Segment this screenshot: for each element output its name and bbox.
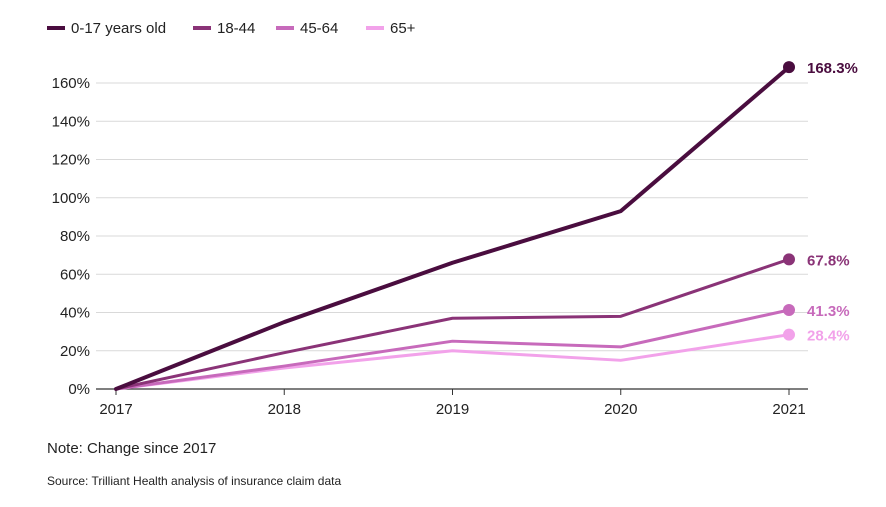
series-end-label: 168.3% — [807, 60, 858, 77]
series-end-point — [783, 253, 795, 266]
legend-entry: 65+ — [390, 20, 416, 37]
series-end-point — [783, 61, 795, 74]
series-end-label: 28.4% — [807, 328, 850, 345]
series-end-label: 41.3% — [807, 303, 850, 320]
series-line — [114, 65, 791, 391]
y-tick-label: 100% — [52, 190, 90, 207]
x-axis-ticks: 2017 2018 2019 2020 2021 — [99, 389, 806, 418]
y-tick-label: 20% — [60, 343, 90, 360]
y-tick-label: 120% — [52, 152, 90, 169]
y-tick-label: 140% — [52, 113, 90, 130]
chart-source: Source: Trilliant Health analysis of ins… — [47, 474, 342, 488]
legend-entry: 0-17 years old — [71, 20, 166, 37]
legend-entry: 45-64 — [300, 20, 338, 37]
y-tick-label: 80% — [60, 228, 90, 245]
x-tick-label: 2021 — [772, 401, 805, 418]
series-end-label: 67.8% — [807, 252, 850, 269]
series-line — [114, 257, 791, 391]
y-tick-label: 160% — [52, 75, 90, 92]
gridlines — [96, 82, 808, 352]
line-chart: 0-17 years old 18-44 45-64 65+ 0% 20% 40% 60% 8… — [47, 20, 858, 418]
x-tick-label: 2019 — [436, 401, 469, 418]
legend-entry: 18-44 — [217, 20, 255, 37]
x-tick-label: 2017 — [99, 401, 132, 418]
x-tick-label: 2018 — [268, 401, 301, 418]
series-lines: 28.4% 41.3% 67.8% 168.3% — [114, 60, 858, 391]
y-tick-label: 60% — [60, 266, 90, 283]
series-end-point — [783, 304, 795, 317]
chart-note: Note: Change since 2017 — [47, 440, 217, 457]
series-line — [114, 308, 791, 391]
y-axis-ticks: 0% 20% 40% 60% 80% 100% 120% 140% 160% — [52, 75, 90, 398]
series-line — [114, 333, 791, 391]
legend: 0-17 years old 18-44 45-64 65+ — [47, 20, 416, 37]
y-tick-label: 0% — [68, 381, 90, 398]
x-tick-label: 2020 — [604, 401, 637, 418]
y-tick-label: 40% — [60, 305, 90, 322]
series-end-point — [783, 328, 795, 341]
